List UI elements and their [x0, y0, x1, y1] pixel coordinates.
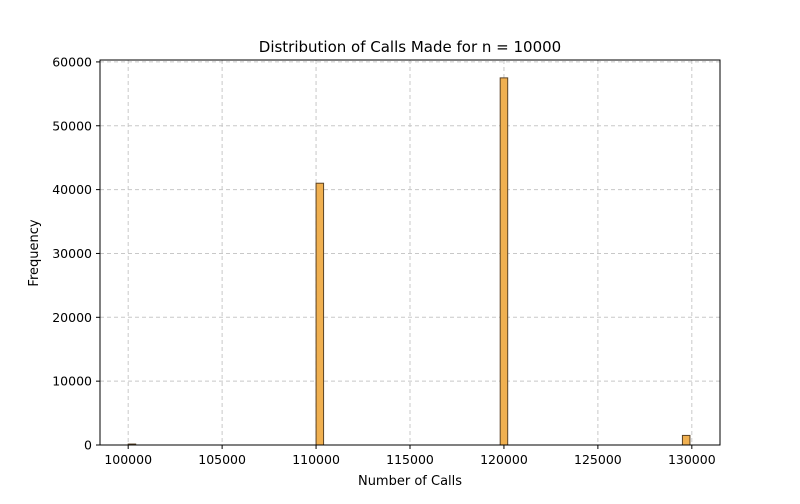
x-tick-label: 115000	[386, 452, 434, 467]
y-axis-label: Frequency	[27, 219, 42, 286]
x-tick-label: 130000	[668, 452, 716, 467]
chart-title: Distribution of Calls Made for n = 10000	[259, 38, 561, 56]
y-tick-label: 30000	[52, 246, 92, 261]
x-tick-label: 125000	[574, 452, 622, 467]
histogram-bar	[499, 77, 509, 446]
grid-lines	[100, 60, 720, 446]
histogram-bar	[681, 434, 691, 446]
axis-ticks: 100000 105000 110000 115000 120000 125000 1300…	[52, 54, 715, 467]
y-tick-label: 20000	[52, 310, 92, 325]
y-tick-label: 0	[84, 438, 92, 453]
x-tick-label: 100000	[104, 452, 152, 467]
x-tick-label: 120000	[480, 452, 528, 467]
x-tick-label: 105000	[198, 452, 246, 467]
y-tick-label: 50000	[52, 118, 92, 133]
histogram-bars	[127, 77, 691, 446]
histogram-bar	[315, 182, 325, 446]
y-tick-label: 40000	[52, 182, 92, 197]
x-axis-label: Number of Calls	[358, 474, 462, 489]
x-tick-label: 110000	[292, 452, 340, 467]
y-tick-label: 60000	[52, 54, 92, 69]
y-tick-label: 10000	[52, 374, 92, 389]
